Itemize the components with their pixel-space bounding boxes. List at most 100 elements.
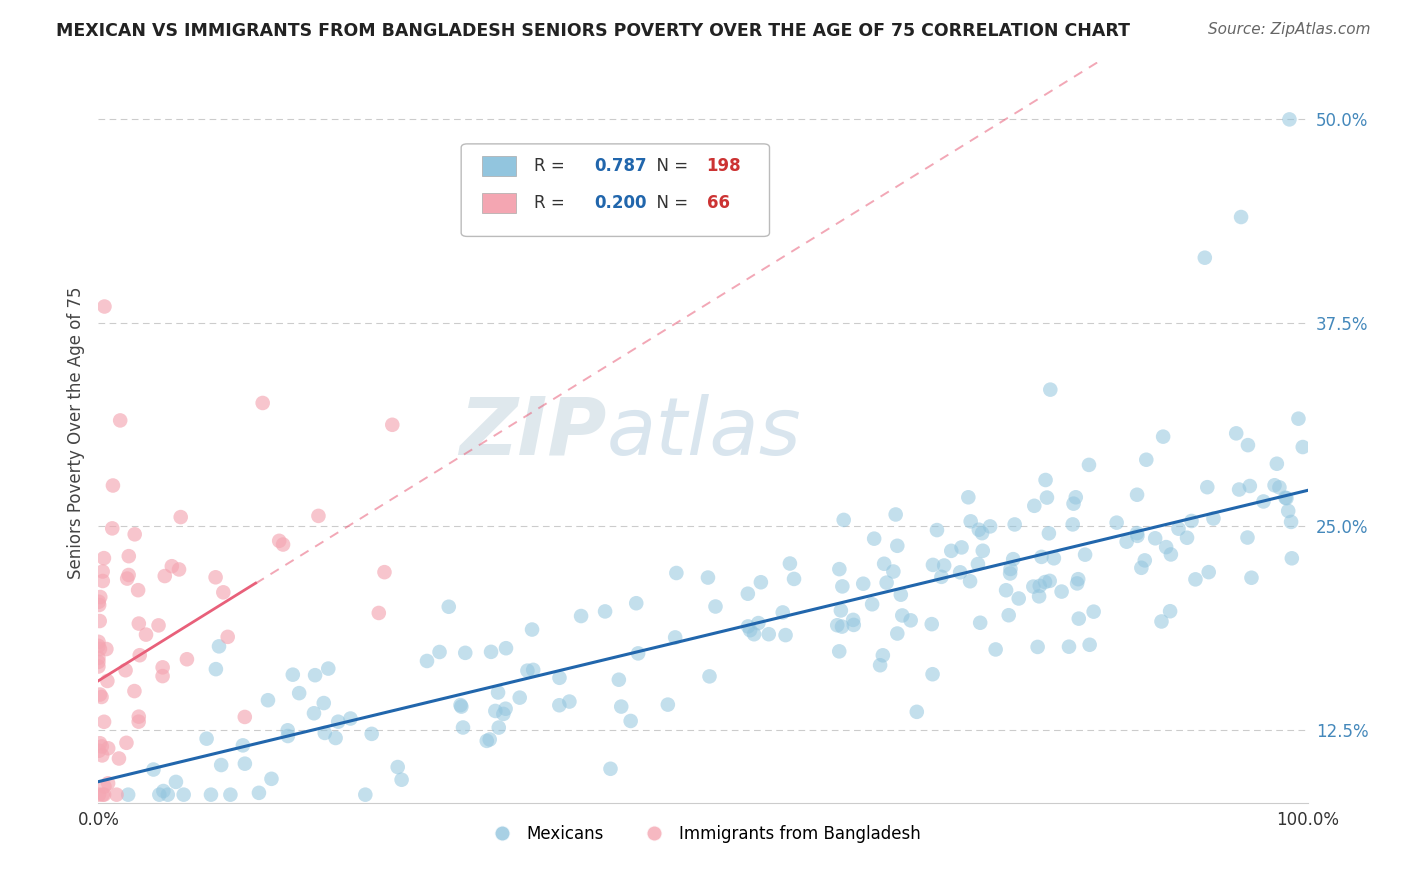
Point: [516, 664, 538, 678]
Point: [233, 710, 256, 724]
Point: [89, 590, 111, 604]
Point: [1126, 488, 1149, 502]
Point: [783, 572, 806, 586]
Point: [941, 544, 963, 558]
Point: [128, 709, 150, 723]
Point: [1268, 480, 1291, 494]
Point: [1039, 574, 1062, 588]
Point: [828, 644, 851, 658]
Point: [108, 751, 131, 765]
Point: [831, 619, 853, 633]
Point: [90, 739, 112, 754]
Point: [860, 597, 883, 611]
Point: [931, 570, 953, 584]
Point: [156, 788, 179, 802]
Text: atlas: atlas: [606, 393, 801, 472]
Point: [749, 575, 772, 590]
Bar: [482, 193, 516, 213]
Point: [967, 557, 990, 571]
Point: [91, 788, 114, 802]
Point: [118, 549, 141, 563]
Point: [1062, 517, 1084, 532]
Point: [1197, 480, 1219, 494]
Point: [1130, 561, 1153, 575]
Point: [1277, 504, 1299, 518]
Text: 0.200: 0.200: [595, 194, 647, 212]
Point: [852, 576, 875, 591]
Point: [779, 557, 801, 571]
Point: [1008, 591, 1031, 606]
Point: [454, 646, 477, 660]
Point: [87, 655, 110, 669]
Point: [842, 618, 865, 632]
Point: [1237, 438, 1260, 452]
Point: [1292, 440, 1315, 454]
Point: [1194, 251, 1216, 265]
Point: [1236, 531, 1258, 545]
Point: [247, 786, 270, 800]
Point: [124, 684, 146, 698]
Point: [124, 527, 146, 541]
Point: [1288, 411, 1310, 425]
Point: [1043, 551, 1066, 566]
Point: [232, 739, 254, 753]
Point: [360, 727, 382, 741]
Point: [657, 698, 679, 712]
Point: [699, 669, 721, 683]
Point: [208, 640, 231, 654]
Point: [997, 608, 1019, 623]
Point: [277, 723, 299, 738]
Point: [972, 543, 994, 558]
Point: [1024, 499, 1046, 513]
Point: [96, 642, 118, 657]
Point: [152, 669, 174, 683]
Point: [1227, 483, 1250, 497]
Point: [176, 652, 198, 666]
Point: [87, 639, 110, 653]
Point: [1074, 548, 1097, 562]
Point: [307, 508, 329, 523]
Point: [429, 645, 451, 659]
Point: [1253, 494, 1275, 508]
Point: [970, 526, 993, 541]
Point: [93, 551, 115, 566]
Point: [252, 396, 274, 410]
Point: [91, 565, 114, 579]
Point: [257, 693, 280, 707]
Point: [1230, 210, 1253, 224]
Point: [1198, 565, 1220, 579]
Point: [269, 533, 291, 548]
Point: [969, 615, 991, 630]
Point: [886, 626, 908, 640]
Point: [195, 731, 218, 746]
Point: [934, 558, 956, 573]
Point: [1167, 522, 1189, 536]
Point: [995, 583, 1018, 598]
Point: [142, 763, 165, 777]
Point: [627, 647, 650, 661]
Point: [108, 413, 131, 427]
Point: [212, 585, 235, 599]
Point: [328, 714, 350, 729]
Point: [558, 695, 581, 709]
Point: [1202, 511, 1225, 525]
Point: [152, 784, 174, 798]
Text: 66: 66: [707, 194, 730, 212]
Point: [1000, 562, 1022, 576]
Point: [873, 557, 896, 571]
Point: [1279, 515, 1302, 529]
Point: [831, 579, 853, 593]
Point: [884, 508, 907, 522]
Point: [354, 788, 377, 802]
Point: [1050, 584, 1073, 599]
Point: [304, 668, 326, 682]
Point: [160, 559, 183, 574]
Point: [872, 648, 894, 663]
Point: [87, 788, 110, 802]
Point: [89, 598, 111, 612]
Point: [626, 596, 648, 610]
Point: [495, 641, 517, 656]
Point: [173, 788, 195, 802]
Point: [87, 635, 110, 649]
Point: [664, 631, 686, 645]
